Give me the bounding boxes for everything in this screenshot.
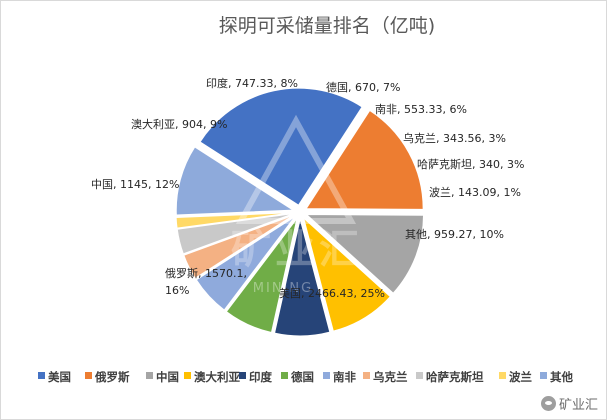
data-label-9: 波兰, 143.09, 1% <box>429 186 521 199</box>
legend: 美国 俄罗斯 中国 澳大利亚 印度 德国 南非 乌克兰 哈萨克斯坦 波兰 其他 <box>38 370 573 384</box>
pie-slice-0 <box>199 87 363 206</box>
legend-label-6: 南非 <box>333 370 356 384</box>
data-label-3: 澳大利亚, 904, 9% <box>131 117 227 131</box>
legend-swatch-10 <box>540 372 547 379</box>
pie-slice-6 <box>195 216 296 311</box>
data-labels: 美国, 2466.43, 25% 俄罗斯, 1570.1, 16% 中国, 1145,… <box>91 76 524 300</box>
legend-label-1: 俄罗斯 <box>94 370 130 384</box>
legend-swatch-6 <box>323 372 330 379</box>
pie-slice-2 <box>305 214 425 294</box>
legend-label-0: 美国 <box>48 370 71 384</box>
legend-swatch-7 <box>363 372 370 379</box>
pie-slice-1 <box>305 109 424 210</box>
legend-swatch-5 <box>281 372 288 379</box>
pie-slices <box>175 87 425 337</box>
watermark-text: 矿业汇 <box>231 227 363 273</box>
wechat-icon <box>540 396 556 411</box>
legend-label-4: 印度 <box>249 370 272 384</box>
data-label-0: 美国, 2466.43, 25% <box>279 287 385 300</box>
data-label-4: 印度, 747.33, 8% <box>206 76 298 90</box>
legend-label-8: 哈萨克斯坦 <box>426 370 484 384</box>
legend-swatch-2 <box>146 372 153 379</box>
chart-title: 探明可采储量排名（亿吨) <box>219 15 435 37</box>
data-label-6: 南非, 553.33, 6% <box>375 103 467 116</box>
legend-swatch-8 <box>416 372 423 379</box>
legend-label-10: 其他 <box>550 370 573 384</box>
watermark-logo: 矿业汇 MINING <box>231 114 363 296</box>
legend-swatch-0 <box>38 372 45 379</box>
watermark-subtext: MINING <box>253 281 313 296</box>
legend-swatch-4 <box>239 372 246 379</box>
legend-swatch-1 <box>85 372 92 379</box>
data-label-5: 德国, 670, 7% <box>326 80 400 94</box>
pie-slice-10 <box>175 146 295 216</box>
pie-slice-8 <box>176 213 294 255</box>
pie-slice-5 <box>225 218 298 334</box>
corner-watermark: 矿业汇 <box>540 394 598 413</box>
data-label-1: 俄罗斯, 1570.1, 16% <box>165 267 247 297</box>
data-label-7: 乌克兰, 343.56, 3% <box>403 131 506 145</box>
corner-watermark-text: 矿业汇 <box>558 398 598 413</box>
data-label-10: 其他, 959.27, 10% <box>405 228 504 241</box>
data-label-2: 中国, 1145, 12% <box>91 178 179 191</box>
legend-label-3: 澳大利亚 <box>194 370 240 384</box>
pie-slice-3 <box>302 216 391 332</box>
legend-label-7: 乌克兰 <box>373 370 408 384</box>
pie-slice-7 <box>183 214 294 279</box>
legend-swatch-3 <box>184 372 191 379</box>
legend-swatch-9 <box>499 372 506 379</box>
legend-label-5: 德国 <box>290 370 314 384</box>
pie-slice-4 <box>273 218 331 337</box>
data-label-8: 哈萨克斯坦, 340, 3% <box>417 157 524 171</box>
pie-slice-9 <box>175 212 294 229</box>
legend-label-2: 中国 <box>156 370 179 384</box>
legend-label-9: 波兰 <box>509 370 532 384</box>
